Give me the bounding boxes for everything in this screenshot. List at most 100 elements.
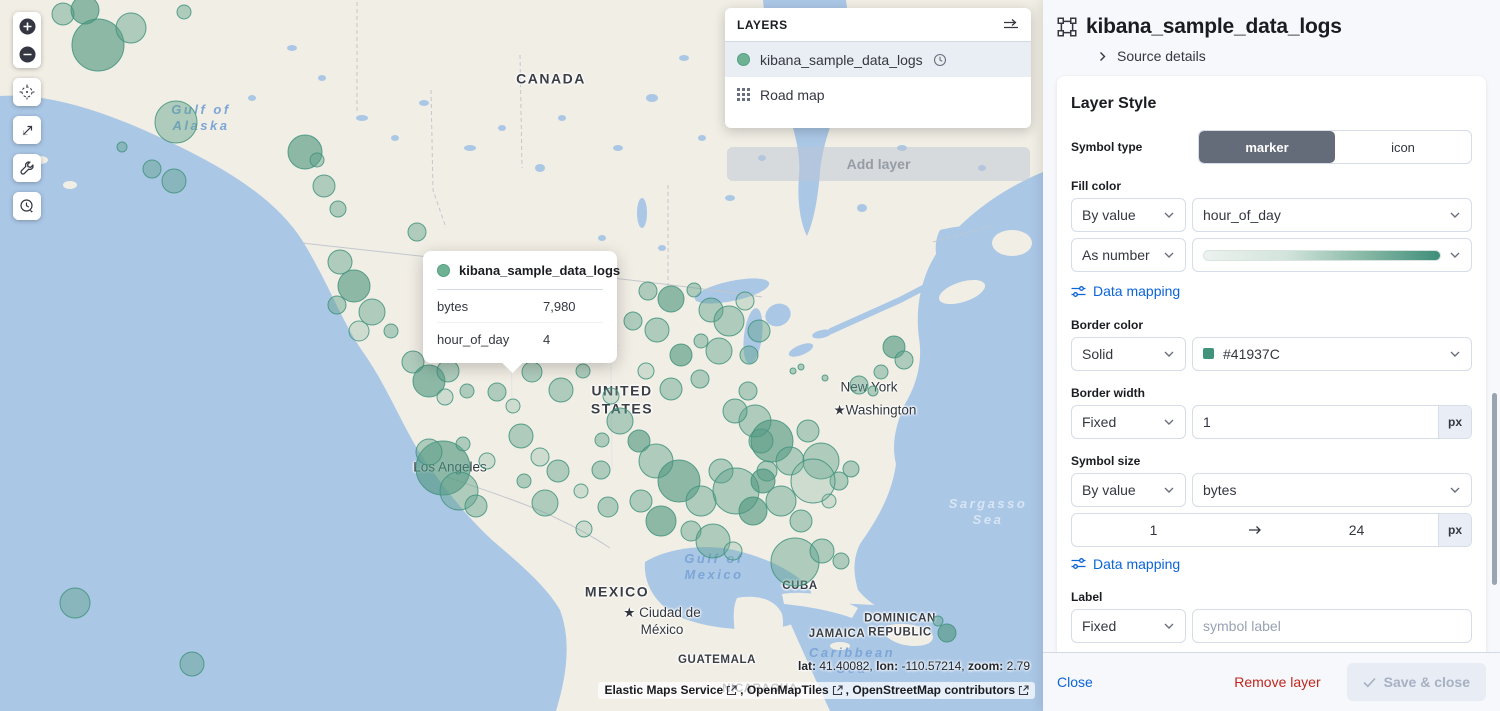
data-point-circle[interactable] (713, 305, 745, 337)
data-point-circle[interactable] (695, 523, 731, 559)
attribution-link[interactable]: OpenMapTiles (747, 683, 852, 697)
data-point-circle[interactable] (932, 615, 944, 627)
data-point-circle[interactable] (309, 152, 325, 168)
data-point-circle[interactable] (478, 452, 496, 470)
data-point-circle[interactable] (849, 375, 869, 395)
data-point-circle[interactable] (739, 345, 759, 365)
data-point-circle[interactable] (735, 291, 755, 311)
fit-to-data-button[interactable] (13, 116, 41, 144)
layer-row-kibana-sample-data-logs[interactable]: kibana_sample_data_logs (725, 42, 1031, 77)
symbol-size-field-select[interactable]: bytes (1192, 472, 1472, 507)
data-point-circle[interactable] (531, 489, 559, 517)
border-width-method-select[interactable]: Fixed (1071, 404, 1186, 439)
data-point-circle[interactable] (154, 100, 198, 144)
data-point-circle[interactable] (530, 447, 550, 467)
data-point-circle[interactable] (348, 320, 370, 342)
zoom-in-button[interactable] (13, 12, 41, 40)
fill-color-ramp-select[interactable] (1192, 238, 1472, 272)
border-color-value-select[interactable]: #41937C (1192, 336, 1472, 371)
data-point-circle[interactable] (573, 483, 589, 499)
border-width-input[interactable]: 1 px (1192, 404, 1472, 439)
data-point-circle[interactable] (708, 458, 734, 484)
fill-color-method-select[interactable]: By value (1071, 198, 1186, 232)
data-point-circle[interactable] (516, 473, 532, 489)
data-point-circle[interactable] (722, 398, 748, 424)
data-point-circle[interactable] (439, 471, 479, 511)
data-point-circle[interactable] (591, 460, 611, 480)
data-point-circle[interactable] (657, 285, 685, 313)
data-point-circle[interactable] (327, 249, 353, 275)
data-point-circle[interactable] (867, 385, 879, 397)
fill-color-number-mode-select[interactable]: As number (1071, 238, 1186, 272)
data-point-circle[interactable] (796, 419, 820, 443)
data-point-circle[interactable] (937, 623, 957, 643)
border-color-style-select[interactable]: Solid (1071, 336, 1186, 371)
data-point-circle[interactable] (329, 200, 347, 218)
data-point-circle[interactable] (747, 319, 771, 343)
data-point-circle[interactable] (723, 541, 743, 561)
data-point-circle[interactable] (436, 388, 454, 406)
data-point-circle[interactable] (521, 361, 543, 383)
data-point-circle[interactable] (455, 436, 471, 452)
data-point-circle[interactable] (407, 222, 427, 242)
data-point-circle[interactable] (115, 12, 147, 44)
data-point-circle[interactable] (358, 298, 386, 326)
data-point-circle[interactable] (287, 134, 323, 170)
flyout-scrollbar-thumb[interactable] (1492, 393, 1497, 585)
data-point-circle[interactable] (161, 168, 187, 194)
data-point-circle[interactable] (337, 269, 371, 303)
fill-color-field-select[interactable]: hour_of_day (1192, 198, 1472, 232)
data-point-circle[interactable] (312, 174, 336, 198)
map-canvas[interactable]: CANADA UNITED STATES MEXICO CUBA JAMAICA DOMI… (0, 0, 1043, 711)
data-point-circle[interactable] (789, 509, 813, 533)
data-point-circle[interactable] (415, 438, 443, 466)
symbol-size-min[interactable]: 1 (1149, 521, 1158, 538)
data-point-circle[interactable] (602, 387, 620, 405)
data-point-circle[interactable] (464, 494, 488, 518)
data-point-circle[interactable] (327, 295, 347, 315)
save-and-close-button[interactable]: Save & close (1346, 663, 1486, 701)
data-point-circle[interactable] (59, 587, 91, 619)
data-point-circle[interactable] (790, 458, 836, 504)
data-point-circle[interactable] (575, 520, 593, 538)
fill-data-mapping-link[interactable]: Data mapping (1071, 283, 1180, 299)
data-point-circle[interactable] (680, 520, 702, 542)
attribution-link[interactable]: OpenStreetMap contributors (852, 683, 1029, 697)
data-point-circle[interactable] (821, 374, 829, 382)
data-point-circle[interactable] (415, 440, 471, 496)
data-point-circle[interactable] (659, 377, 683, 401)
data-point-circle[interactable] (750, 419, 794, 463)
data-point-circle[interactable] (546, 459, 570, 483)
data-point-circle[interactable] (606, 407, 634, 435)
data-point-circle[interactable] (176, 4, 192, 20)
data-point-circle[interactable] (693, 333, 709, 349)
symbol-type-icon-button[interactable]: icon (1391, 139, 1415, 155)
draw-tools-button[interactable] (13, 154, 41, 182)
add-layer-button[interactable]: Add layer (727, 147, 1030, 181)
data-point-circle[interactable] (637, 362, 655, 380)
data-point-circle[interactable] (575, 363, 591, 379)
data-point-circle[interactable] (832, 552, 850, 570)
data-point-circle[interactable] (738, 381, 758, 401)
data-point-circle[interactable] (487, 382, 507, 402)
data-point-circle[interactable] (116, 141, 128, 153)
data-point-circle[interactable] (436, 359, 460, 383)
data-point-circle[interactable] (894, 350, 914, 370)
close-button[interactable]: Close (1057, 674, 1093, 690)
data-point-circle[interactable] (627, 429, 651, 453)
data-point-circle[interactable] (594, 432, 610, 448)
symbol-size-method-select[interactable]: By value (1071, 472, 1186, 507)
data-point-circle[interactable] (685, 485, 717, 517)
symbol-size-range-input[interactable]: 1 24 px (1071, 512, 1472, 547)
data-point-circle[interactable] (179, 651, 205, 677)
data-point-circle[interactable] (629, 489, 653, 513)
timeslider-button[interactable] (13, 192, 41, 220)
data-point-circle[interactable] (669, 343, 693, 367)
source-details-accordion[interactable]: Source details (1097, 48, 1486, 64)
data-point-circle[interactable] (645, 505, 677, 537)
data-point-circle[interactable] (459, 383, 475, 399)
data-point-circle[interactable] (623, 311, 643, 331)
data-point-circle[interactable] (548, 377, 574, 403)
data-point-circle[interactable] (789, 367, 797, 375)
data-point-circle[interactable] (638, 281, 658, 301)
